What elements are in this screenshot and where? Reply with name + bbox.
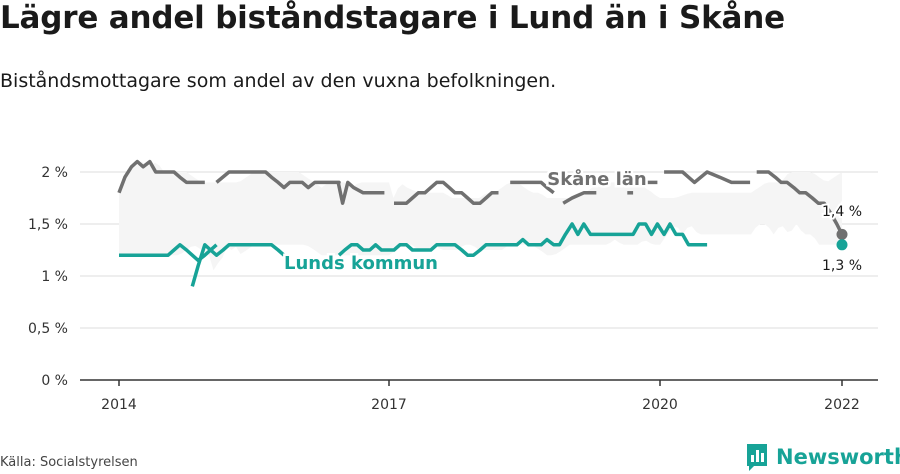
- lund-end-point: [836, 239, 848, 251]
- lund-end-value-label: 1,3 %: [822, 258, 862, 274]
- skane-line: [664, 170, 751, 185]
- y-tick-label: 2 %: [41, 165, 68, 181]
- brand-name: Newsworthy: [776, 445, 900, 469]
- skane-line: [756, 170, 844, 236]
- brand-logo: Newsworthy: [745, 441, 900, 473]
- band-area: [119, 161, 842, 271]
- lund-line: [337, 222, 708, 257]
- skane-line: [562, 191, 597, 205]
- newsworthy-icon: [747, 444, 767, 471]
- skane-line: [117, 159, 205, 194]
- axes: 0 % 0,5 % 1 % 1,5 % 2 % 2014 2017 2020 2022: [28, 165, 878, 413]
- source-note: Källa: Socialstyrelsen: [0, 455, 138, 470]
- chart-subtitle: Biståndsmottagare som andel av den vuxna…: [0, 70, 557, 92]
- lund-line: [190, 243, 286, 287]
- difference-band: [119, 161, 842, 271]
- chart-labels: Skåne län Lunds kommun 1,4 % 1,3 %: [282, 166, 865, 277]
- x-tick-label: 2017: [371, 397, 407, 413]
- y-tick-label: 0,5 %: [28, 321, 68, 337]
- series-lines: [117, 159, 848, 287]
- skane-line: [394, 180, 499, 205]
- lund-series-label: Lunds kommun: [284, 253, 438, 274]
- skane-series-label: Skåne län: [547, 168, 647, 190]
- y-tick-label: 1 %: [41, 269, 68, 285]
- skane-end-value-label: 1,4 %: [822, 204, 862, 220]
- line-chart: 0 % 0,5 % 1 % 1,5 % 2 % 2014 2017 2020 2022 Skån…: [28, 159, 878, 413]
- x-tick-label: 2014: [101, 397, 137, 413]
- skane-end-point: [836, 228, 848, 240]
- lund-line: [119, 243, 218, 263]
- x-tick-label: 2022: [824, 397, 860, 413]
- skane-line: [215, 170, 385, 205]
- chart-title: Lägre andel biståndstagare i Lund än i S…: [0, 0, 785, 36]
- y-tick-label: 1,5 %: [28, 217, 68, 233]
- x-tick-label: 2020: [642, 397, 678, 413]
- skane-line: [510, 180, 555, 195]
- y-tick-label: 0 %: [41, 373, 68, 389]
